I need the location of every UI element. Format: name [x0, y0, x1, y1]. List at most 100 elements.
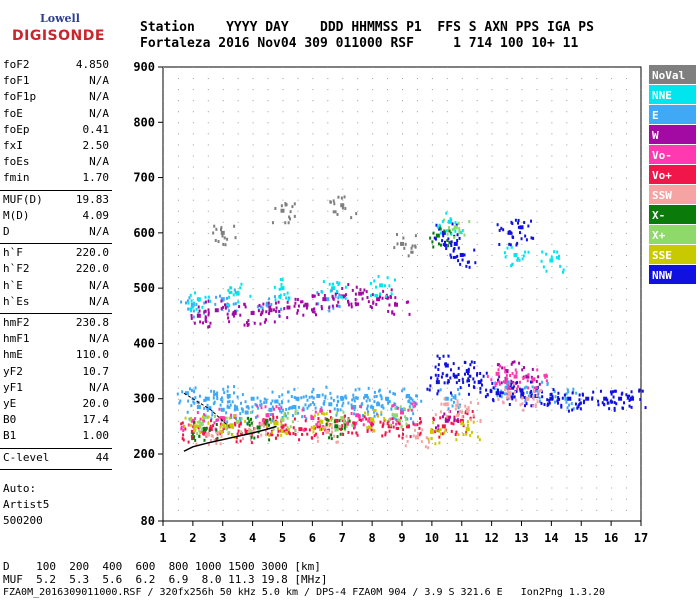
- param-row-b0: B0 17.4: [3, 413, 109, 429]
- echo-point: [340, 416, 345, 421]
- legend-swatch-nnw: [649, 265, 696, 284]
- y-tick-label: 80: [141, 514, 155, 528]
- param-row-fmin: fmin 1.70: [3, 171, 109, 187]
- param-value: N/A: [89, 90, 109, 104]
- param-name: yF2: [3, 364, 23, 378]
- param-row-b1: B1 1.00: [3, 429, 109, 445]
- param-value: 110.0: [75, 348, 109, 362]
- legend-label: SSE: [652, 249, 672, 262]
- param-value: 1.70: [82, 171, 110, 185]
- param-value: 19.83: [75, 192, 109, 206]
- scaled-trace-line: [183, 425, 277, 452]
- echo-point: [394, 413, 399, 418]
- legend-swatch-ssw: [649, 185, 696, 204]
- legend-swatch-nne: [649, 85, 696, 104]
- auto-scaler-name: Artist5: [3, 497, 50, 511]
- param-row-hmf1: hmF1 N/A: [3, 332, 109, 348]
- echo-point: [196, 313, 201, 318]
- echo-point: [441, 230, 446, 235]
- param-value: N/A: [89, 155, 109, 169]
- param-row-yf2: yF2 10.7: [3, 365, 109, 381]
- header-values: Fortaleza 2016 Nov04 309 011000 RSF 1 71…: [140, 36, 579, 51]
- legend-swatch-e: [649, 105, 696, 124]
- echo-point: [190, 429, 195, 434]
- echo-point: [316, 393, 321, 398]
- echo-point: [453, 225, 458, 230]
- echo-point: [549, 396, 554, 401]
- echo-point: [531, 377, 536, 382]
- series-noval-echoes: [212, 195, 417, 258]
- y-tick-label: 600: [133, 226, 155, 240]
- logo-digisonde-text: DIGISONDE: [12, 28, 105, 44]
- x-tick-label: 13: [514, 531, 528, 545]
- echo-point: [465, 407, 470, 412]
- param-name: foE: [3, 106, 23, 120]
- y-tick-label: 700: [133, 171, 155, 185]
- echo-point: [250, 429, 255, 434]
- param-name: h`F: [3, 246, 23, 260]
- param-name: fxI: [3, 139, 23, 152]
- footer-info-row: FZA0M_2016309011000.RSF / 320fx256h 50 k…: [3, 587, 606, 598]
- x-tick-label: 12: [484, 531, 498, 545]
- echo-point: [304, 302, 309, 307]
- echo-point: [268, 308, 273, 313]
- x-tick-label: 16: [604, 531, 618, 545]
- param-name: foF1p: [3, 90, 37, 104]
- x-tick-label: 3: [219, 531, 226, 545]
- series-ssw-echoes: [195, 382, 543, 450]
- echo-point: [513, 252, 518, 257]
- echo-point: [477, 380, 482, 385]
- echo-point: [364, 393, 369, 398]
- echo-point: [352, 405, 357, 410]
- param-value: 220.0: [75, 262, 109, 276]
- echo-point: [325, 429, 330, 434]
- param-row-d: D N/A: [3, 225, 109, 241]
- param-row-fof1: foF1 N/A: [3, 74, 109, 90]
- param-name: B0: [3, 413, 17, 427]
- echo-point: [325, 297, 330, 302]
- echo-point: [358, 291, 363, 296]
- series-nnw-echoes: [426, 218, 647, 413]
- echo-point: [229, 423, 234, 428]
- echo-point: [630, 396, 635, 401]
- echo-point: [618, 396, 623, 401]
- digisonde-logo: Lowell DIGISONDE: [6, 8, 126, 48]
- param-name: fmin: [3, 171, 30, 185]
- echo-point: [495, 391, 500, 396]
- echo-point: [208, 427, 213, 432]
- param-value: 10.7: [82, 364, 110, 378]
- param-row-fof1p: foF1p N/A: [3, 90, 109, 106]
- param-value: 1.00: [82, 429, 110, 443]
- header-labels: Station YYYY DAY DDD HHMMSS P1 FFS S AXN…: [140, 20, 594, 35]
- echo-point: [504, 385, 509, 390]
- param-row-ye: yE 20.0: [3, 397, 109, 413]
- param-row-md: M(D) 4.09: [3, 209, 109, 225]
- echo-point: [220, 416, 225, 421]
- echo-point: [319, 419, 324, 424]
- legend-swatch-w: [649, 125, 696, 144]
- echo-point: [435, 233, 440, 238]
- series-sse-echoes: [183, 408, 481, 446]
- echo-point: [220, 230, 225, 235]
- legend-label: NoVal: [652, 69, 685, 82]
- param-name: hmF1: [3, 332, 30, 346]
- legend-swatch-noval: [649, 65, 696, 84]
- echo-point: [274, 421, 279, 426]
- param-value: N/A: [89, 294, 109, 308]
- param-name: MUF(D): [3, 192, 43, 206]
- echo-point: [244, 429, 249, 434]
- param-name: yF1: [3, 380, 23, 394]
- x-tick-label: 5: [279, 531, 286, 545]
- x-tick-label: 6: [309, 531, 316, 545]
- echo-point: [280, 286, 285, 291]
- echo-point: [465, 427, 470, 432]
- echo-point: [205, 432, 210, 437]
- echo-point: [459, 252, 464, 257]
- x-tick-label: 4: [249, 531, 256, 545]
- legend-label: E: [652, 109, 659, 122]
- echo-point: [196, 297, 201, 302]
- param-name: foEs: [3, 155, 30, 169]
- x-tick-label: 17: [634, 531, 648, 545]
- echo-point: [214, 308, 219, 313]
- echo-point: [465, 369, 470, 374]
